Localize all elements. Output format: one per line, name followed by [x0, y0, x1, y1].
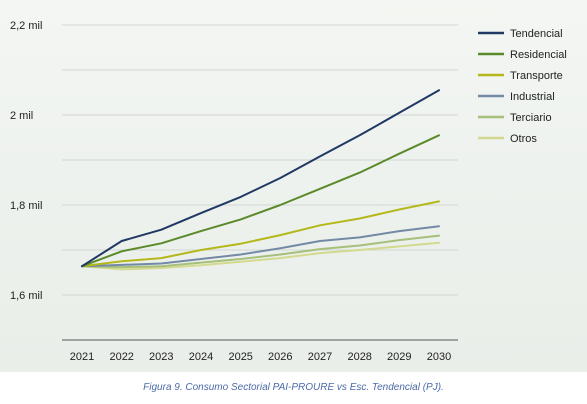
chart-figure: 1,6 mil 1,8 mil 2 mil 2,2 mil 2021 2022 2023 2…: [0, 0, 587, 372]
y-tick-label: 2 mil: [10, 110, 33, 122]
x-tick-label: 2029: [387, 351, 411, 363]
y-tick-label: 2,2 mil: [10, 20, 42, 32]
x-tick-label: 2028: [347, 351, 371, 363]
series-line-industrial: [81, 225, 440, 268]
series-line-otros: [81, 241, 440, 271]
series-line-tendencial: [81, 89, 440, 268]
x-tick-label: 2023: [149, 351, 173, 363]
figure-caption: Figura 9. Consumo Sectorial PAI-PROURE v…: [143, 382, 444, 393]
x-tick-label: 2022: [109, 351, 133, 363]
legend-label: Residencial: [510, 49, 567, 61]
x-tick-label: 2025: [228, 351, 252, 363]
legend: Tendencial Residencial Transporte Industria…: [478, 28, 567, 145]
legend-label: Tendencial: [510, 28, 563, 40]
x-axis-tick-labels: 2021 2022 2023 2024 2025 2026 2027 2028 2029 2030: [70, 351, 451, 363]
legend-label: Transporte: [510, 70, 563, 82]
x-tick-label: 2026: [268, 351, 292, 363]
legend-label: Industrial: [510, 91, 555, 103]
x-tick-label: 2027: [308, 351, 332, 363]
x-tick-label: 2024: [189, 351, 213, 363]
series-line-terciario: [81, 234, 440, 269]
y-tick-label: 1,8 mil: [10, 200, 42, 212]
series-line-residencial: [81, 134, 440, 268]
x-tick-label: 2021: [70, 351, 94, 363]
y-tick-label: 1,6 mil: [10, 290, 42, 302]
y-axis-tick-labels: 1,6 mil 1,8 mil 2 mil 2,2 mil: [10, 20, 42, 302]
legend-label: Terciario: [510, 112, 552, 124]
x-tick-label: 2030: [427, 351, 451, 363]
series-lines: [81, 89, 440, 271]
gridlines: [62, 24, 458, 341]
legend-label: Otros: [510, 133, 537, 145]
series-line-transporte: [81, 200, 440, 268]
